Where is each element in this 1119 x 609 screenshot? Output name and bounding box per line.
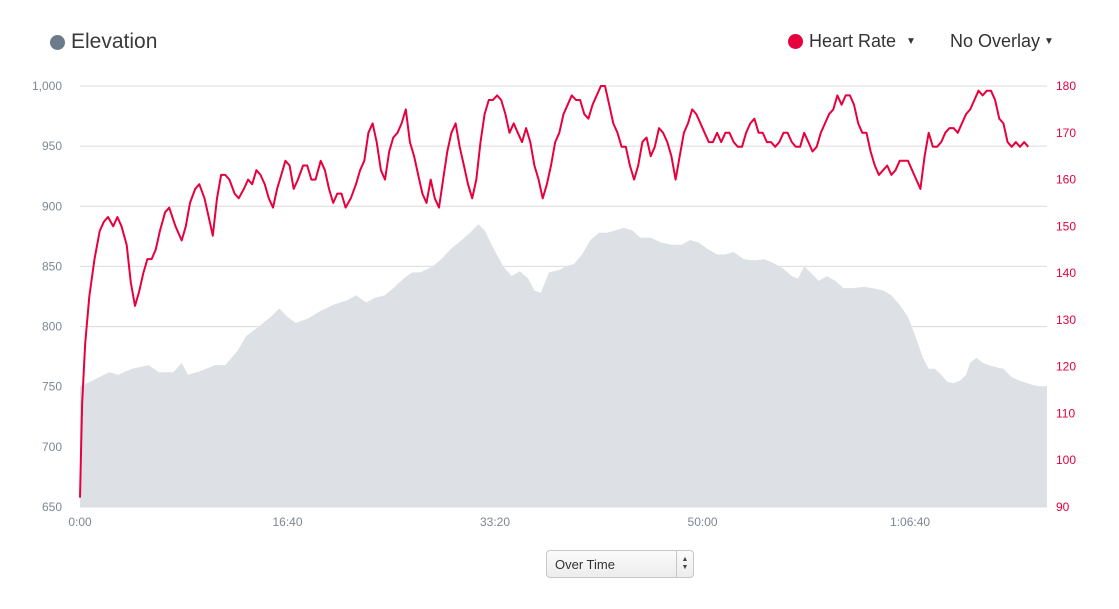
left-axis-tick-label: 850 [42, 259, 62, 273]
series-controls: Heart Rate ▼ No Overlay ▼ [788, 31, 1054, 52]
elevation-dot-icon [50, 34, 65, 50]
right-axis-tick-label: 180 [1056, 79, 1076, 93]
right-axis-tick-label: 140 [1056, 266, 1076, 280]
right-axis-tick-label: 130 [1056, 313, 1076, 327]
left-axis-tick-label: 750 [42, 380, 62, 394]
overlay-dropdown-label: No Overlay [949, 31, 1040, 51]
right-axis-tick-label: 160 [1056, 173, 1076, 187]
x-axis-tick-label: 50:00 [688, 515, 718, 529]
mode-select-value: Over Time [555, 556, 615, 572]
elevation-area [80, 224, 1047, 508]
right-axis-tick-label: 110 [1056, 406, 1075, 420]
elevation-area-layer [80, 224, 1047, 508]
right-axis-tick-label: 90 [1056, 500, 1070, 514]
left-axis-tick-label: 1,000 [32, 79, 62, 93]
elevation-legend: Elevation [50, 30, 157, 54]
left-axis-tick-label: 650 [42, 500, 62, 514]
x-axis-tick-label: 0:00 [68, 515, 92, 529]
heart-rate-dropdown-label: Heart Rate [809, 31, 897, 51]
x-axis-tick-label: 16:40 [272, 515, 302, 529]
heart-rate-dropdown[interactable]: Heart Rate ▼ [788, 31, 916, 52]
left-axis-tick-label: 700 [42, 440, 62, 454]
x-axis-tick-label: 1:06:40 [890, 515, 930, 529]
overlay-dropdown[interactable]: No Overlay ▼ [950, 31, 1054, 52]
right-axis-tick-label: 150 [1056, 219, 1076, 233]
x-axis-ticks: 0:00 16:40 33:20 50:00 1:06:40 [68, 515, 930, 529]
heart-rate-line [79, 85, 1030, 498]
right-axis-tick-label: 170 [1056, 126, 1076, 140]
right-axis-ticks: 90 100 110 120 130 140 150 160 170 180 [1056, 79, 1076, 514]
caret-down-icon: ▼ [906, 36, 916, 47]
left-axis-tick-label: 800 [42, 320, 62, 334]
left-axis-ticks: 650 700 750 800 850 900 950 1,000 [32, 79, 62, 514]
left-axis-tick-label: 900 [42, 199, 62, 213]
heart-rate-line-layer [79, 85, 1030, 498]
x-axis-tick-label: 33:20 [480, 515, 510, 529]
heart-rate-dot-icon [788, 34, 803, 49]
updown-arrows-icon: ▲ ▼ [676, 551, 693, 577]
caret-down-icon: ▼ [1043, 36, 1054, 47]
mode-select[interactable]: Over Time ▲ ▼ [546, 550, 694, 578]
right-axis-tick-label: 100 [1056, 453, 1076, 467]
right-axis-tick-label: 120 [1056, 360, 1076, 374]
elevation-legend-label: Elevation [71, 30, 158, 53]
left-axis-tick-label: 950 [42, 139, 62, 153]
